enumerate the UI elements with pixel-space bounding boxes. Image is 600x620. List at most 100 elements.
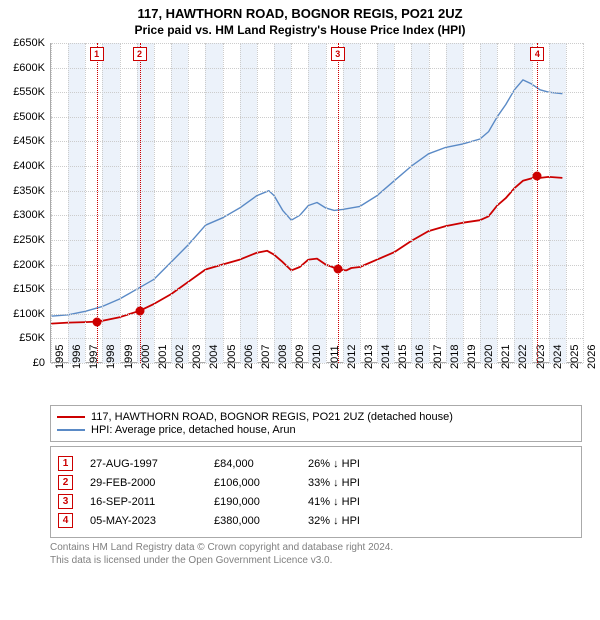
x-axis-label: 2021: [500, 345, 512, 369]
event-date: 27-AUG-1997: [90, 458, 210, 470]
x-axis-label: 2004: [208, 345, 220, 369]
gridline: [532, 43, 533, 363]
gridline: [85, 43, 86, 363]
event-date: 29-FEB-2000: [90, 477, 210, 489]
event-marker: 4: [58, 513, 73, 528]
line-layer: [51, 43, 583, 363]
marker-box: 3: [331, 47, 345, 61]
gridline: [326, 43, 327, 363]
legend: 117, HAWTHORN ROAD, BOGNOR REGIS, PO21 2…: [50, 405, 582, 442]
gridline: [514, 43, 515, 363]
gridline: [51, 191, 583, 192]
down-arrow-icon: [333, 515, 339, 527]
x-axis-label: 2008: [277, 345, 289, 369]
down-arrow-icon: [333, 458, 339, 470]
gridline: [51, 68, 583, 69]
footer-line: Contains HM Land Registry data © Crown c…: [50, 542, 582, 555]
gridline: [51, 265, 583, 266]
x-axis-label: 2016: [414, 345, 426, 369]
gridline: [497, 43, 498, 363]
event-marker: 1: [58, 456, 73, 471]
gridline: [223, 43, 224, 363]
gridline: [51, 289, 583, 290]
marker-dot: [333, 265, 342, 274]
marker-box: 2: [133, 47, 147, 61]
events-table: 127-AUG-1997£84,00026% HPI229-FEB-2000£1…: [50, 446, 582, 538]
gridline: [51, 215, 583, 216]
event-price: £190,000: [214, 496, 304, 508]
gridline: [240, 43, 241, 363]
footer: Contains HM Land Registry data © Crown c…: [50, 542, 582, 567]
x-axis-label: 2023: [535, 345, 547, 369]
gridline: [274, 43, 275, 363]
gridline: [51, 240, 583, 241]
event-price: £84,000: [214, 458, 304, 470]
marker-dot: [92, 317, 101, 326]
y-axis-label: £150K: [13, 283, 45, 295]
event-price: £106,000: [214, 477, 304, 489]
event-marker: 3: [58, 494, 73, 509]
x-axis-label: 1996: [71, 345, 83, 369]
gridline: [51, 92, 583, 93]
gridline: [377, 43, 378, 363]
x-axis-label: 2022: [517, 345, 529, 369]
legend-item: 117, HAWTHORN ROAD, BOGNOR REGIS, PO21 2…: [57, 411, 575, 423]
x-axis-label: 1998: [105, 345, 117, 369]
x-axis-label: 2018: [449, 345, 461, 369]
event-delta: 41% HPI: [308, 496, 398, 508]
legend-swatch: [57, 416, 85, 418]
event-date: 05-MAY-2023: [90, 515, 210, 527]
y-axis-label: £200K: [13, 259, 45, 271]
chart-title: 117, HAWTHORN ROAD, BOGNOR REGIS, PO21 2…: [0, 6, 600, 21]
x-axis-label: 2009: [294, 345, 306, 369]
marker-box: 4: [530, 47, 544, 61]
x-axis-label: 2006: [243, 345, 255, 369]
gridline: [51, 166, 583, 167]
y-axis-label: £500K: [13, 111, 45, 123]
x-axis-label: 2014: [380, 345, 392, 369]
legend-item: HPI: Average price, detached house, Arun: [57, 424, 575, 436]
y-axis-label: £600K: [13, 62, 45, 74]
gridline: [51, 117, 583, 118]
marker-line: [537, 43, 538, 363]
gridline: [343, 43, 344, 363]
event-row: 1 27-AUG-1997 £84,000 26% HPI: [58, 456, 574, 471]
legend-swatch: [57, 429, 85, 431]
gridline: [446, 43, 447, 363]
marker-dot: [533, 171, 542, 180]
x-axis-label: 1997: [88, 345, 100, 369]
y-axis-label: £650K: [13, 37, 45, 49]
marker-line: [338, 43, 339, 363]
gridline: [257, 43, 258, 363]
x-axis-label: 2010: [311, 345, 323, 369]
gridline: [583, 43, 584, 363]
footer-line: This data is licensed under the Open Gov…: [50, 555, 582, 568]
event-price: £380,000: [214, 515, 304, 527]
x-axis-label: 2007: [260, 345, 272, 369]
marker-box: 1: [90, 47, 104, 61]
plot-area: £0£50K£100K£150K£200K£250K£300K£350K£400…: [50, 43, 582, 363]
x-axis-label: 2020: [483, 345, 495, 369]
chart-subtitle: Price paid vs. HM Land Registry's House …: [0, 23, 600, 37]
gridline: [51, 43, 52, 363]
gridline: [566, 43, 567, 363]
y-axis-label: £50K: [19, 332, 45, 344]
x-axis-label: 2012: [346, 345, 358, 369]
event-row: 405-MAY-2023£380,00032% HPI: [58, 513, 574, 528]
y-axis-label: £550K: [13, 86, 45, 98]
y-axis-label: £450K: [13, 135, 45, 147]
x-axis-label: 1995: [54, 345, 66, 369]
gridline: [51, 141, 583, 142]
series-line: [51, 80, 562, 316]
gridline: [463, 43, 464, 363]
gridline: [51, 314, 583, 315]
x-axis-label: 2003: [191, 345, 203, 369]
event-delta: 26% HPI: [308, 458, 398, 470]
x-axis-label: 2011: [329, 345, 341, 369]
x-axis-label: 2024: [552, 345, 564, 369]
gridline: [51, 43, 583, 44]
gridline: [102, 43, 103, 363]
gridline: [480, 43, 481, 363]
down-arrow-icon: [333, 496, 339, 508]
y-axis-label: £400K: [13, 160, 45, 172]
